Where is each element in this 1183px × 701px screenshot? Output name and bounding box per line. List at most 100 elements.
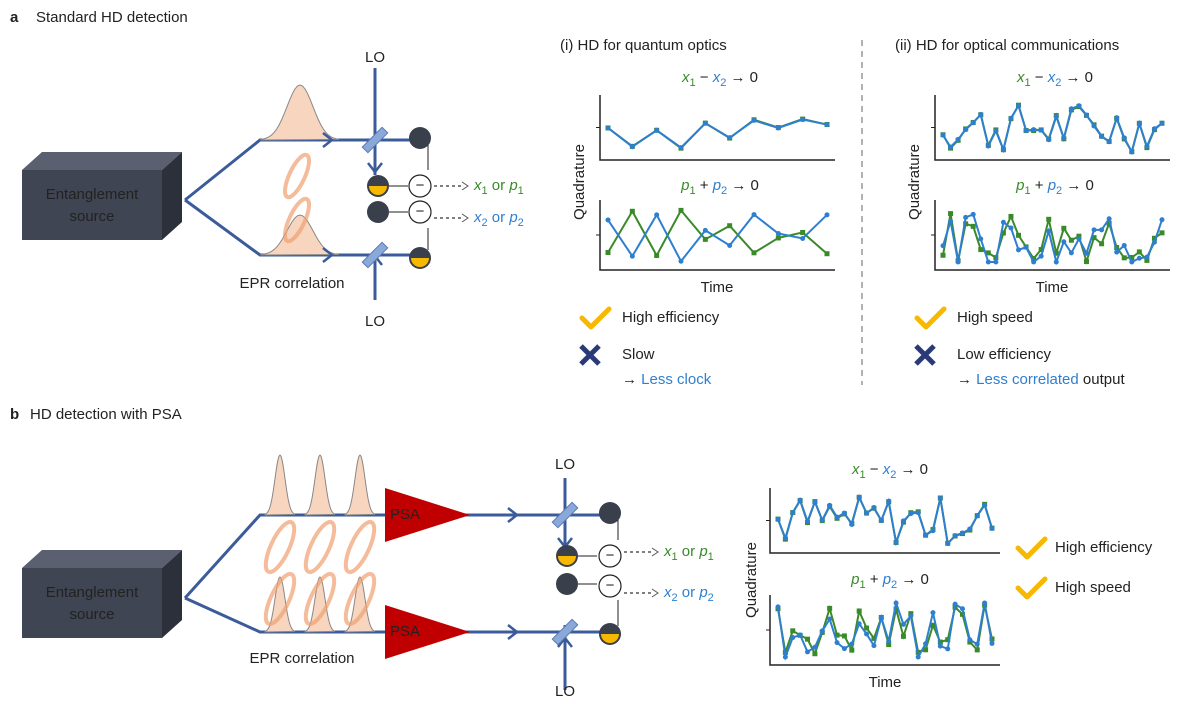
trace-point	[605, 249, 611, 255]
trace-point	[993, 128, 999, 134]
equation: p1 + p2 → 0	[1015, 177, 1094, 197]
source-box-top	[22, 550, 182, 568]
epr-loop	[263, 519, 297, 575]
trace-point	[978, 111, 984, 117]
equation-part: 2	[672, 592, 678, 604]
trace-point	[1061, 135, 1067, 141]
trace-point	[775, 125, 781, 131]
equation-part: p	[680, 177, 689, 194]
trace-point	[819, 517, 825, 523]
pro-label: High efficiency	[1055, 539, 1153, 556]
trace-point	[967, 526, 973, 532]
trace-point	[871, 505, 877, 511]
beam	[607, 208, 828, 258]
equation-part: +	[696, 177, 713, 194]
trace-point	[1106, 139, 1112, 145]
check-icon	[1015, 536, 1048, 560]
trace-point	[1099, 241, 1105, 247]
lo-label: LO	[555, 456, 575, 473]
pulse	[304, 576, 336, 633]
trace-point	[1076, 103, 1082, 109]
arrowhead	[461, 181, 469, 191]
panel-letter: b	[10, 406, 19, 423]
beam	[942, 213, 1163, 266]
trace-point	[727, 242, 733, 248]
trace-point	[834, 632, 840, 638]
trace-point	[1023, 244, 1029, 250]
trace-point	[856, 621, 862, 627]
trace-point	[805, 636, 811, 642]
psa-label: PSA	[390, 623, 420, 640]
trace-point	[1151, 239, 1157, 245]
trace-point	[1023, 128, 1029, 134]
trace-point	[948, 218, 954, 224]
trace-point	[1008, 115, 1014, 121]
equation-part: 2	[482, 217, 488, 229]
trace-point	[629, 208, 635, 214]
trace-point	[930, 528, 936, 534]
note-part: Less clock	[641, 371, 712, 388]
equation-part: 1	[689, 185, 695, 197]
trace-point	[654, 252, 660, 258]
trace-point	[1129, 255, 1135, 261]
trace-point	[849, 521, 855, 527]
detector	[599, 502, 621, 524]
trace-point	[1083, 112, 1089, 118]
trace-point	[834, 640, 840, 646]
beam	[942, 103, 1163, 155]
equation-part: 1	[859, 469, 865, 481]
beam-splitter	[361, 126, 389, 154]
pulse	[264, 576, 296, 633]
pulse	[264, 454, 296, 516]
trace-point	[1068, 106, 1074, 112]
lo-label: LO	[555, 683, 575, 700]
trace-point	[1061, 225, 1067, 231]
equation-part: → 0	[726, 69, 758, 86]
trace-point	[1114, 115, 1120, 121]
trace-point	[775, 235, 781, 241]
source-label: source	[69, 208, 114, 225]
source-label: source	[69, 606, 114, 623]
beam	[777, 494, 993, 547]
trace-point	[955, 136, 961, 142]
check-icon	[579, 306, 612, 330]
x-axis-label: Time	[869, 674, 902, 691]
equation-part: p	[698, 543, 707, 560]
epr-loop	[303, 571, 337, 627]
subtractor	[598, 544, 622, 568]
trace-point	[841, 510, 847, 516]
trace-point	[797, 632, 803, 638]
trace-point	[952, 601, 958, 607]
trace-point	[805, 649, 811, 655]
trace-point	[982, 502, 988, 508]
trace-point	[1000, 219, 1006, 225]
trace-point	[800, 229, 806, 235]
equation-part: 1	[859, 579, 865, 591]
trace-point	[930, 610, 936, 616]
trace-point	[782, 654, 788, 660]
trace-point	[678, 145, 684, 151]
equation-part: → 0	[727, 177, 759, 194]
trace-point	[930, 622, 936, 628]
equation-part: 2	[721, 185, 727, 197]
source-box	[22, 170, 162, 240]
trace-point	[1068, 237, 1074, 243]
trace-point	[864, 625, 870, 631]
arrowhead	[322, 132, 335, 148]
trace-point	[775, 231, 781, 237]
equation-part: x	[473, 177, 482, 194]
equation-part: p	[698, 584, 707, 601]
psa-label: PSA	[390, 506, 420, 523]
trace-point	[1099, 227, 1105, 233]
equation: x1 − x2 → 0	[681, 69, 758, 89]
trace-point	[1000, 147, 1006, 153]
equation-part: → 0	[1061, 69, 1093, 86]
epr-loop	[303, 519, 337, 575]
trace-point	[800, 117, 806, 123]
trace-point	[1083, 259, 1089, 265]
equation-part: 1	[482, 185, 488, 197]
pulse	[260, 84, 340, 141]
trace-point	[751, 212, 757, 218]
trace-point	[1031, 127, 1037, 133]
trace-point	[878, 518, 884, 524]
